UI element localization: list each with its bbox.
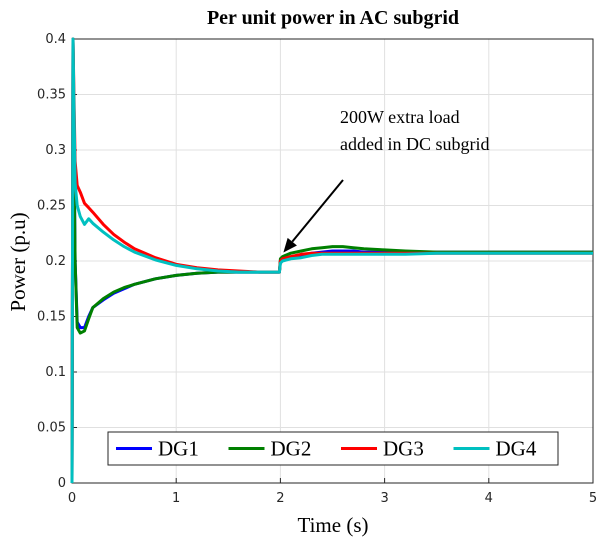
x-tick-label: 2 bbox=[276, 491, 284, 506]
series-line-dg4 bbox=[70, 37, 593, 484]
x-tick-label: 5 bbox=[589, 491, 597, 506]
y-tick-label: 0.15 bbox=[37, 310, 66, 325]
annotation-line-1: 200W extra load bbox=[340, 107, 460, 127]
x-tick-label: 4 bbox=[485, 491, 493, 506]
y-axis-label: Power (p.u) bbox=[6, 212, 30, 311]
axis-ticks: 0 1 2 3 4 5 0 0.05 0.1 0.15 0.2 0.25 0.3 0.35 0.4 bbox=[37, 32, 597, 506]
y-tick-label: 0.2 bbox=[45, 254, 66, 269]
series-lines bbox=[70, 37, 593, 484]
y-tick-label: 0.1 bbox=[45, 365, 66, 380]
x-tick-label: 3 bbox=[380, 491, 388, 506]
y-tick-label: 0 bbox=[58, 476, 66, 491]
legend-label-dg2: DG2 bbox=[271, 437, 312, 461]
legend-label-dg3: DG3 bbox=[383, 437, 424, 461]
annotation-line-2: added in DC subgrid bbox=[340, 134, 489, 154]
y-tick-label: 0.4 bbox=[45, 32, 66, 47]
x-axis-label: Time (s) bbox=[298, 513, 369, 537]
y-tick-label: 0.05 bbox=[37, 421, 66, 436]
y-tick-label: 0.25 bbox=[37, 199, 66, 214]
y-tick-label: 0.35 bbox=[37, 88, 66, 103]
y-tick-label: 0.3 bbox=[45, 143, 66, 158]
legend-label-dg4: DG4 bbox=[496, 437, 537, 461]
legend: DG1 DG2 DG3 DG4 bbox=[107, 431, 559, 466]
annotation-arrowhead bbox=[283, 237, 297, 253]
x-tick-label: 1 bbox=[172, 491, 180, 506]
annotation-arrow bbox=[291, 179, 344, 243]
chart-title: Per unit power in AC subgrid bbox=[207, 7, 459, 29]
x-tick-label: 0 bbox=[68, 491, 76, 506]
legend-label-dg1: DG1 bbox=[158, 437, 199, 461]
